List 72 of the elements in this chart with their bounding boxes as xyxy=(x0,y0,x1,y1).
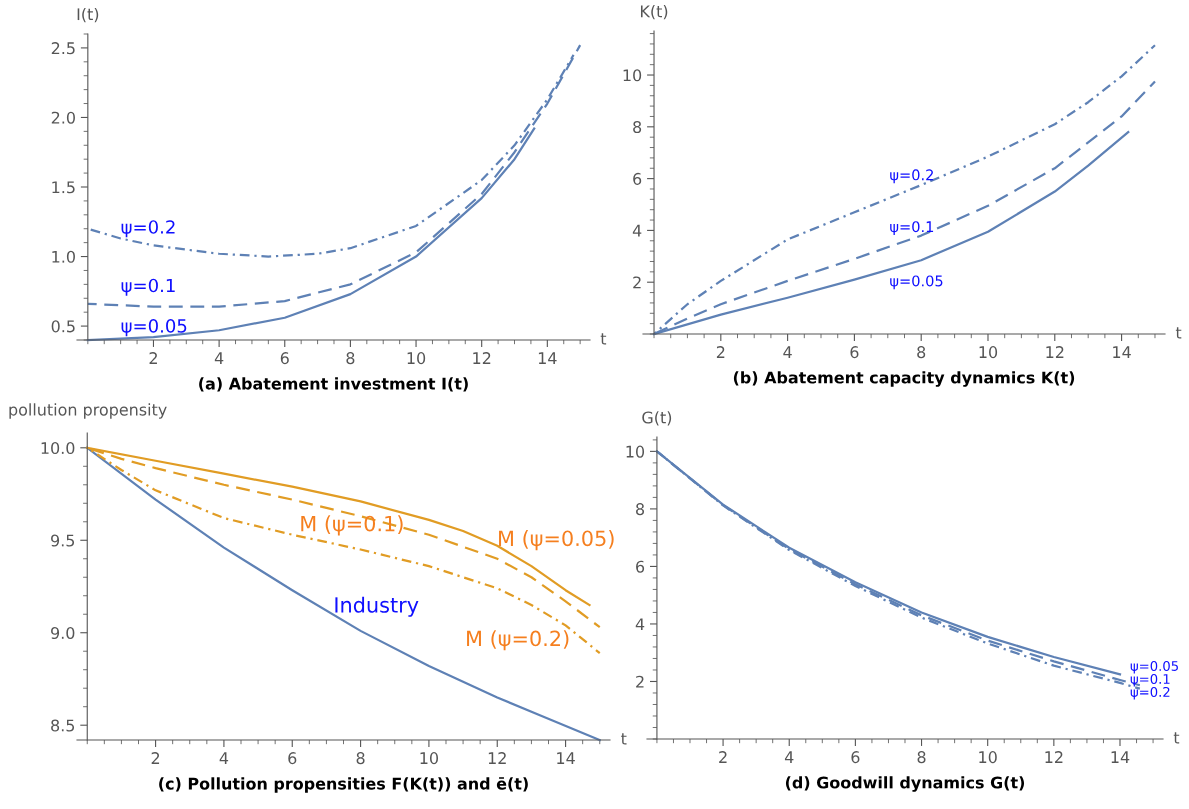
x-tick-label: 14 xyxy=(1113,346,1131,358)
x-tick-label: 8 xyxy=(346,352,355,365)
x-axis-title: t xyxy=(600,333,607,345)
x-tick-label: 10 xyxy=(407,352,426,365)
y-tick-label: 8 xyxy=(636,503,645,516)
y-axis-title: I(t) xyxy=(77,7,99,23)
y-tick-label: 10 xyxy=(626,445,645,458)
x-tick-label: 2 xyxy=(149,352,157,364)
x-tick-label: 6 xyxy=(280,352,289,365)
x-tick-label: 6 xyxy=(851,751,860,764)
y-tick-label: 2.5 xyxy=(51,42,75,55)
y-tick-label: 2 xyxy=(633,276,641,289)
series-label: ψ=0.1 xyxy=(1130,673,1170,687)
text: (d) Goodwill dynamics G(t) xyxy=(785,776,1025,792)
x-tick-label: 12 xyxy=(488,752,506,764)
x-tick-label: 14 xyxy=(538,352,557,364)
x-tick-label: 10 xyxy=(979,346,998,359)
x-tick-label: 10 xyxy=(420,752,439,765)
series-label: ψ=0.2 xyxy=(121,220,175,238)
y-axis-title: G(t) xyxy=(642,411,672,426)
y-tick-label: 2.0 xyxy=(51,111,75,124)
series-label: ψ=0.05 xyxy=(890,275,943,290)
y-tick-label: 10.0 xyxy=(41,442,75,455)
x-tick-label: 2 xyxy=(151,752,160,764)
x-tick-label: 4 xyxy=(784,751,794,763)
x-tick-label: 4 xyxy=(783,346,792,358)
x-tick-label: 10 xyxy=(979,751,997,764)
y-tick-label: 1.5 xyxy=(52,181,75,194)
x-tick-label: 12 xyxy=(1046,346,1064,358)
series-label: M (ψ=0.05) xyxy=(499,530,614,551)
y-tick-label: 2 xyxy=(636,675,644,688)
series-label: ψ=0.05 xyxy=(1130,660,1178,674)
x-axis-title: t xyxy=(621,733,627,745)
x-tick-label: 6 xyxy=(850,346,859,359)
y-tick-label: 6 xyxy=(636,560,645,573)
x-tick-label: 12 xyxy=(1045,751,1063,763)
x-tick-label: 4 xyxy=(219,752,229,764)
x-tick-label: 4 xyxy=(214,352,224,364)
y-tick-label: 4 xyxy=(635,618,645,631)
series-label: ψ=0.1 xyxy=(121,278,175,296)
y-tick-label: 6 xyxy=(633,172,642,185)
x-tick-label: 8 xyxy=(356,752,365,765)
y-tick-label: 10 xyxy=(623,69,642,82)
y-tick-label: 1.0 xyxy=(52,250,75,263)
x-tick-label: 8 xyxy=(917,751,926,764)
x-tick-label: 12 xyxy=(473,352,491,364)
y-axis-title: K(t) xyxy=(640,5,668,20)
y-tick-label: 9.5 xyxy=(51,534,75,547)
series-label: ψ=0.05 xyxy=(121,319,187,337)
y-tick-label: 4 xyxy=(632,224,642,237)
x-tick-label: 14 xyxy=(1111,751,1130,763)
x-tick-label: 6 xyxy=(288,752,297,765)
y-tick-label: 8 xyxy=(633,121,642,134)
text: (a) Abatement investment I(t) xyxy=(199,377,468,392)
y-tick-label: 0.5 xyxy=(51,320,75,333)
series-label: ψ=0.2 xyxy=(890,169,933,184)
x-tick-label: 2 xyxy=(716,346,725,358)
x-tick-label: 14 xyxy=(557,752,575,764)
series-label: M (ψ=0.2) xyxy=(467,630,569,651)
x-tick-label: 8 xyxy=(917,346,926,359)
x-axis-title: t xyxy=(1175,327,1182,339)
series-label: M (ψ=0.1) xyxy=(301,515,403,536)
x-tick-label: 2 xyxy=(719,751,727,763)
series-label: ψ=0.1 xyxy=(890,221,934,236)
x-axis-title: t xyxy=(1173,732,1180,744)
series-label: ψ=0.2 xyxy=(1130,686,1170,700)
y-axis-title: pollution propensity xyxy=(9,403,167,419)
text: (c) Pollution propensities F(K(t)) and ē(t) xyxy=(159,777,528,793)
y-tick-label: 9.0 xyxy=(51,626,75,640)
series-label: Industry xyxy=(335,596,419,617)
text: (b) Abatement capacity dynamics K(t) xyxy=(733,371,1075,387)
y-tick-label: 8.5 xyxy=(51,719,75,732)
